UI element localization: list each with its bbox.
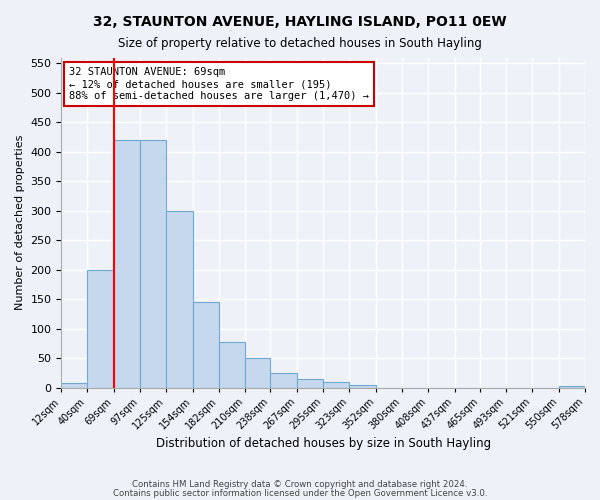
Text: Contains HM Land Registry data © Crown copyright and database right 2024.: Contains HM Land Registry data © Crown c… bbox=[132, 480, 468, 489]
Bar bbox=[271, 373, 297, 388]
Bar bbox=[166, 210, 193, 388]
Bar bbox=[349, 384, 376, 388]
Text: 32 STAUNTON AVENUE: 69sqm
← 12% of detached houses are smaller (195)
88% of semi: 32 STAUNTON AVENUE: 69sqm ← 12% of detac… bbox=[69, 68, 369, 100]
Bar bbox=[114, 140, 140, 388]
Y-axis label: Number of detached properties: Number of detached properties bbox=[15, 135, 25, 310]
Bar bbox=[193, 302, 218, 388]
Bar bbox=[61, 383, 88, 388]
Bar bbox=[218, 342, 245, 388]
Bar bbox=[245, 358, 271, 388]
Bar bbox=[88, 270, 114, 388]
Text: 32, STAUNTON AVENUE, HAYLING ISLAND, PO11 0EW: 32, STAUNTON AVENUE, HAYLING ISLAND, PO1… bbox=[93, 15, 507, 29]
Bar bbox=[140, 140, 166, 388]
X-axis label: Distribution of detached houses by size in South Hayling: Distribution of detached houses by size … bbox=[155, 437, 491, 450]
Bar bbox=[559, 386, 585, 388]
Bar bbox=[297, 378, 323, 388]
Text: Contains public sector information licensed under the Open Government Licence v3: Contains public sector information licen… bbox=[113, 489, 487, 498]
Bar bbox=[323, 382, 349, 388]
Text: Size of property relative to detached houses in South Hayling: Size of property relative to detached ho… bbox=[118, 38, 482, 51]
